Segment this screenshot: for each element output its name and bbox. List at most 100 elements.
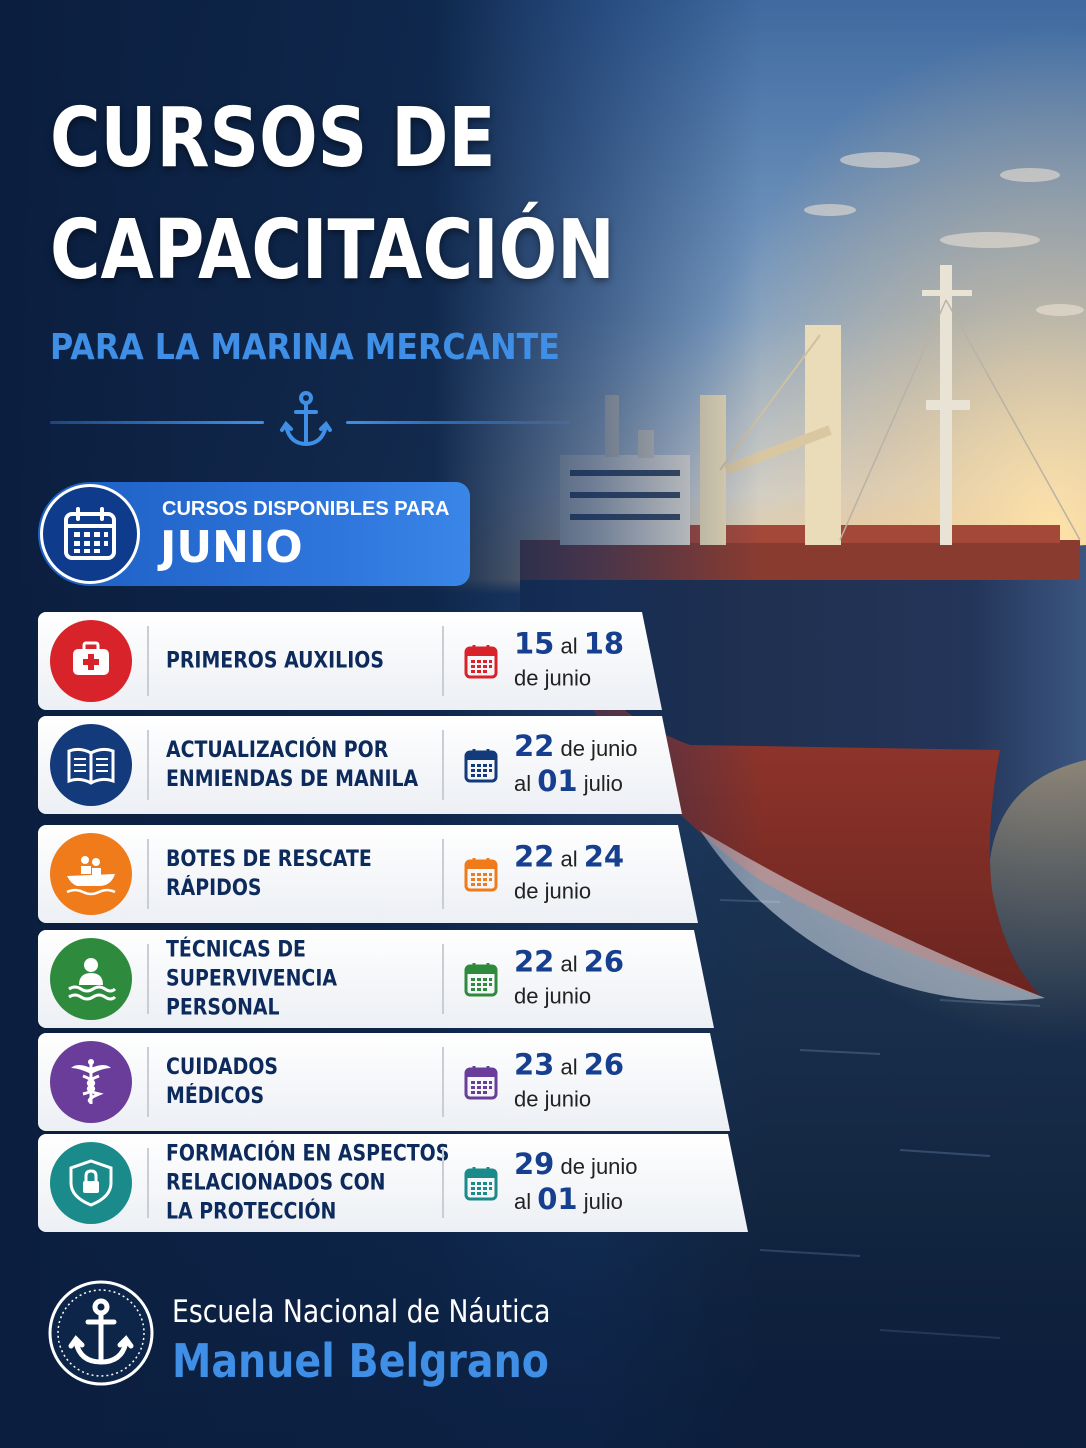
course-name-line: PRIMEROS AUXILIOS bbox=[166, 648, 384, 674]
date-line-2: de junio bbox=[514, 876, 624, 908]
date-start-suffix: al bbox=[554, 846, 584, 872]
row-divider bbox=[147, 1047, 149, 1117]
date-start: 22 bbox=[514, 839, 555, 874]
row-divider bbox=[147, 839, 149, 909]
course-dates: 15 al 18 de junio bbox=[514, 628, 624, 695]
course-icon-badge bbox=[50, 1041, 132, 1123]
course-icon-badge bbox=[50, 620, 132, 702]
first-aid-kit-icon bbox=[63, 633, 119, 689]
date-start-suffix: de junio bbox=[554, 1154, 638, 1179]
row-divider bbox=[442, 1047, 444, 1117]
date-end: 01 bbox=[537, 1182, 578, 1216]
date-start: 22 bbox=[514, 729, 555, 763]
calendar-icon bbox=[464, 747, 498, 783]
date-line-2: al 01 julio bbox=[514, 765, 638, 800]
course-name: CUIDADOS MÉDICOS bbox=[166, 1053, 436, 1111]
calendar-icon bbox=[464, 1165, 498, 1201]
calendar-icon bbox=[464, 643, 498, 679]
date-end: 26 bbox=[583, 944, 625, 979]
date-end: 01 bbox=[537, 764, 578, 798]
date-start-suffix: de junio bbox=[554, 736, 638, 761]
row-divider bbox=[147, 1148, 149, 1218]
anchor-emblem-icon bbox=[48, 1280, 154, 1386]
row-divider bbox=[442, 626, 444, 696]
anchor-icon bbox=[280, 391, 332, 447]
course-name: TÉCNICAS DE SUPERVIVENCIA PERSONAL bbox=[166, 936, 436, 1023]
course-icon-badge bbox=[50, 724, 132, 806]
row-divider bbox=[442, 944, 444, 1014]
course-row: FORMACIÓN EN ASPECTOS RELACIONADOS CON LA … bbox=[38, 1134, 748, 1232]
calendar-icon bbox=[464, 856, 498, 892]
course-row: BOTES DE RESCATE RÁPIDOS 22 al 24 de junio bbox=[38, 825, 698, 923]
row-divider bbox=[147, 626, 149, 696]
course-name-line: FORMACIÓN EN ASPECTOS bbox=[166, 1141, 450, 1167]
row-divider bbox=[442, 1148, 444, 1218]
date-line-2-prefix: al bbox=[514, 1189, 538, 1214]
calendar-icon bbox=[464, 961, 498, 997]
course-row: ACTUALIZACIÓN POR ENMIENDAS DE MANILA 22 d… bbox=[38, 716, 682, 814]
course-name-line: BOTES DE RESCATE bbox=[166, 847, 372, 872]
course-dates: 22 de junio al 01 julio bbox=[514, 730, 638, 800]
date-start: 15 bbox=[514, 626, 555, 661]
rescue-boat-icon bbox=[63, 846, 119, 902]
row-divider bbox=[442, 730, 444, 800]
school-name-line-2: Manuel Belgrano bbox=[172, 1334, 549, 1388]
date-line-2-text: de junio bbox=[514, 878, 592, 904]
shield-lock-icon bbox=[63, 1155, 119, 1211]
calendar-badge bbox=[40, 484, 140, 584]
course-name-line: ENMIENDAS DE MANILA bbox=[166, 767, 419, 792]
date-line-2: de junio bbox=[514, 1084, 624, 1116]
title-line-2: CAPACITACIÓN bbox=[50, 203, 615, 298]
row-divider bbox=[147, 944, 149, 1014]
course-dates: 29 de junio al 01 julio bbox=[514, 1148, 638, 1218]
course-name-line: CUIDADOS bbox=[166, 1055, 279, 1080]
course-row: CUIDADOS MÉDICOS 23 al 26 de junio bbox=[38, 1033, 730, 1131]
open-book-icon bbox=[63, 737, 119, 793]
course-dates: 23 al 26 de junio bbox=[514, 1049, 624, 1116]
date-line-1: 29 de junio bbox=[514, 1148, 638, 1183]
survivor-in-water-icon bbox=[63, 951, 119, 1007]
date-line-2-text: de junio bbox=[514, 665, 592, 691]
date-line-2-text: julio bbox=[577, 771, 623, 796]
course-name: ACTUALIZACIÓN POR ENMIENDAS DE MANILA bbox=[166, 736, 436, 794]
row-divider bbox=[442, 839, 444, 909]
date-end: 24 bbox=[583, 839, 625, 874]
course-name-line: ACTUALIZACIÓN POR bbox=[166, 738, 389, 763]
date-line-2: al 01 julio bbox=[514, 1183, 638, 1218]
course-name: FORMACIÓN EN ASPECTOS RELACIONADOS CON LA … bbox=[166, 1140, 436, 1227]
date-start: 23 bbox=[514, 1047, 555, 1082]
course-name: BOTES DE RESCATE RÁPIDOS bbox=[166, 845, 436, 903]
course-name-line: PERSONAL bbox=[166, 995, 280, 1021]
banner-pre-label: CURSOS DISPONIBLES PARA bbox=[162, 498, 450, 520]
date-line-1: 22 al 26 bbox=[514, 946, 624, 981]
course-icon-badge bbox=[50, 1142, 132, 1224]
course-name-line: RÁPIDOS bbox=[166, 876, 262, 901]
banner-month: JUNIO bbox=[160, 522, 303, 573]
row-divider bbox=[147, 730, 149, 800]
course-dates: 22 al 26 de junio bbox=[514, 946, 624, 1013]
course-name-line: SUPERVIVENCIA bbox=[166, 966, 338, 992]
date-start: 29 bbox=[514, 1147, 555, 1181]
date-line-1: 22 al 24 bbox=[514, 841, 624, 876]
course-row: TÉCNICAS DE SUPERVIVENCIA PERSONAL 22 al 26… bbox=[38, 930, 714, 1028]
course-icon-badge bbox=[50, 833, 132, 915]
date-start-suffix: al bbox=[554, 951, 584, 977]
date-line-1: 22 de junio bbox=[514, 730, 638, 765]
course-name: PRIMEROS AUXILIOS bbox=[166, 647, 436, 676]
calendar-icon bbox=[464, 1064, 498, 1100]
school-name-line-1: Escuela Nacional de Náutica bbox=[172, 1294, 551, 1330]
date-start-suffix: al bbox=[554, 633, 584, 659]
month-banner: CURSOS DISPONIBLES PARA JUNIO bbox=[38, 482, 470, 586]
title-line-1: CURSOS DE bbox=[50, 91, 496, 186]
calendar-icon bbox=[64, 507, 116, 560]
course-icon-badge bbox=[50, 938, 132, 1020]
date-start-suffix: al bbox=[554, 1054, 584, 1080]
course-name-line: LA PROTECCIÓN bbox=[166, 1199, 337, 1225]
date-line-1: 23 al 26 bbox=[514, 1049, 624, 1084]
course-name-line: TÉCNICAS DE bbox=[166, 937, 306, 963]
date-line-2-prefix: al bbox=[514, 771, 538, 796]
divider-rule-right bbox=[346, 421, 570, 424]
divider-rule-left bbox=[50, 421, 264, 424]
caduceus-icon bbox=[63, 1054, 119, 1110]
